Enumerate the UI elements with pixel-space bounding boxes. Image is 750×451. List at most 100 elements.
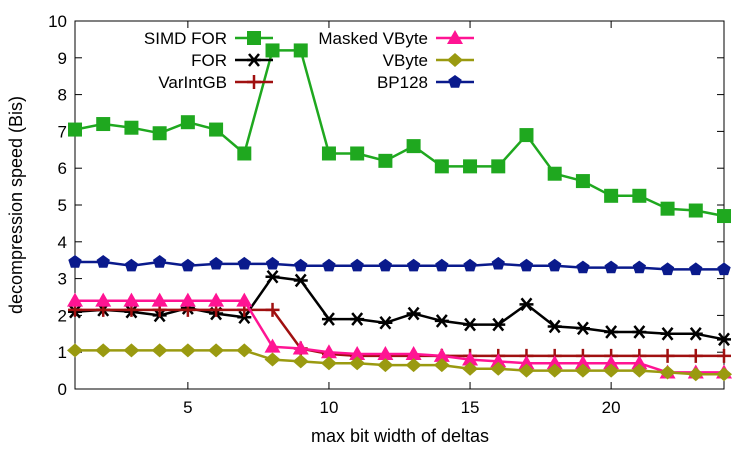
data-point-masked-vbyte: [236, 292, 253, 307]
data-point-simd-for: [406, 139, 421, 154]
data-point-masked-vbyte: [433, 347, 450, 362]
legend-entry-masked-vbyte: Masked VByte: [318, 29, 474, 48]
data-point-simd-for: [717, 209, 731, 224]
data-point-masked-vbyte: [603, 355, 620, 370]
data-point-masked-vbyte: [574, 355, 591, 370]
data-point-simd-for: [491, 159, 506, 174]
data-point-simd-for: [68, 122, 82, 137]
data-point-vbyte: [631, 363, 648, 378]
legend-label-simd-for: SIMD FOR: [144, 29, 227, 48]
data-point-bp128: [265, 256, 280, 270]
y-tick-label: 0: [58, 380, 67, 399]
y-tick-label: 8: [58, 86, 67, 105]
data-point-vbyte: [349, 356, 366, 371]
data-point-simd-for: [350, 146, 365, 161]
axes: 0 1 2 3 4 5 6 7 8 9 10 5 10 15 20: [48, 12, 724, 417]
data-point-bp128: [717, 262, 731, 276]
data-point-masked-vbyte: [490, 353, 507, 368]
series-line-for: [74, 275, 725, 341]
data-point-vbyte: [67, 343, 83, 358]
data-point-vbyte: [716, 367, 732, 382]
data-point-vbyte: [236, 343, 253, 358]
legend-entry-simd-for: SIMD FOR: [144, 29, 273, 48]
data-point-for: [575, 321, 590, 336]
data-point-vbyte: [123, 343, 140, 358]
y-tick-label: 5: [58, 196, 67, 215]
data-point-bp128: [604, 260, 618, 274]
data-point-bp128: [660, 262, 675, 276]
series-for: [68, 269, 731, 347]
series-line-bp128: [75, 260, 724, 271]
data-point-simd-for: [124, 120, 139, 135]
data-point-bp128: [350, 258, 364, 272]
data-point-vbyte: [433, 358, 450, 373]
data-point-simd-for: [660, 201, 675, 216]
data-point-vbyte: [574, 363, 591, 378]
legend-marker-vbyte: [447, 53, 463, 67]
data-point-simd-for: [209, 122, 224, 137]
legend-marker-masked-vbyte: [447, 30, 463, 44]
data-point-for: [717, 332, 731, 347]
legend-label-vbyte: VByte: [383, 51, 428, 70]
legend-entry-varintgb: VarIntGB: [158, 73, 273, 92]
data-point-simd-for: [96, 117, 111, 132]
data-point-simd-for: [519, 128, 534, 143]
legend-marker-for: [247, 53, 261, 67]
data-point-for: [406, 306, 421, 321]
data-point-for: [293, 273, 308, 288]
data-point-masked-vbyte: [123, 292, 140, 307]
legend-marker-varintgb: [247, 75, 261, 89]
data-point-masked-vbyte: [292, 340, 309, 355]
data-point-for: [350, 312, 365, 326]
data-point-for: [265, 269, 280, 284]
data-point-masked-vbyte: [518, 355, 535, 370]
data-point-vbyte: [320, 356, 337, 371]
data-point-vbyte: [95, 343, 112, 358]
data-point-bp128: [153, 255, 167, 268]
x-axis-title: max bit width of deltas: [311, 426, 489, 446]
y-tick-label: 4: [58, 233, 67, 252]
data-point-masked-vbyte: [208, 292, 225, 307]
data-point-vbyte: [518, 363, 535, 378]
data-point-simd-for: [265, 43, 280, 58]
data-point-bp128: [407, 258, 421, 272]
x-tick-label: 5: [183, 398, 192, 417]
legend-label-for: FOR: [191, 51, 227, 70]
data-point-bp128: [689, 262, 703, 276]
data-point-masked-vbyte: [377, 346, 394, 361]
data-point-vbyte: [179, 343, 196, 358]
data-point-simd-for: [237, 146, 252, 161]
data-point-bp128: [491, 256, 505, 270]
data-point-bp128: [548, 258, 562, 272]
data-point-simd-for: [547, 166, 562, 181]
legend-marker-simd-for: [247, 31, 261, 45]
y-axis-title: decompression speed (Bis): [6, 96, 26, 314]
data-point-masked-vbyte: [264, 338, 281, 353]
data-point-varintgb: [717, 348, 731, 363]
data-point-simd-for: [575, 174, 590, 189]
data-point-bp128: [96, 255, 110, 268]
data-point-varintgb: [265, 302, 280, 317]
data-point-masked-vbyte: [631, 355, 648, 370]
data-point-simd-for: [604, 188, 619, 203]
data-point-simd-for: [180, 115, 195, 130]
series-bp128: [68, 255, 731, 276]
data-point-vbyte: [151, 343, 168, 358]
data-point-bp128: [378, 258, 392, 272]
series-layer: [67, 43, 732, 382]
data-point-vbyte: [603, 363, 620, 378]
data-point-vbyte: [208, 343, 225, 358]
data-point-for: [519, 297, 534, 312]
data-point-vbyte: [264, 352, 281, 367]
y-tick-label: 7: [58, 122, 67, 141]
data-point-vbyte: [659, 365, 676, 380]
data-point-masked-vbyte: [462, 351, 479, 366]
data-point-bp128: [181, 258, 195, 272]
data-point-masked-vbyte: [320, 344, 337, 359]
legend-label-varintgb: VarIntGB: [158, 73, 227, 92]
data-point-for: [378, 315, 393, 330]
y-tick-label: 1: [58, 343, 67, 362]
data-point-for: [491, 317, 506, 332]
y-tick-label: 9: [58, 49, 67, 68]
